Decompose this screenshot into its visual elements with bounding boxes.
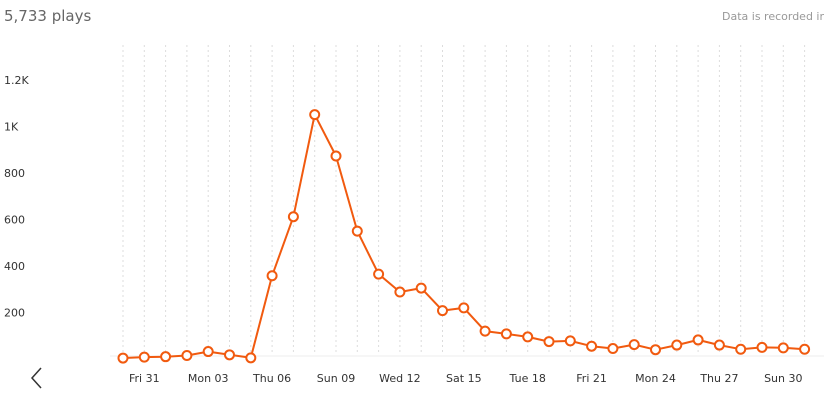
data-point [586,340,598,352]
data-point [309,109,321,121]
x-tick-label: Mon 24 [635,372,676,385]
data-point [373,268,385,280]
data-point [266,270,278,282]
data-point [713,339,725,351]
data-point [650,344,661,356]
data-point [224,349,235,361]
data-point [351,225,363,237]
data-point [394,286,406,298]
data-point [671,339,683,351]
grid-lines [110,45,824,357]
chevron-left-icon [30,367,42,389]
x-tick-label: Sat 15 [446,372,482,385]
y-tick-label: 600 [4,214,25,227]
data-point [202,346,214,358]
data-point [500,328,512,340]
series-points [117,109,811,364]
y-tick-label: 200 [4,307,25,320]
data-point [287,211,299,223]
y-tick-label: 1K [4,121,19,134]
data-point [799,343,811,355]
data-point [692,334,704,346]
data-point [245,352,257,364]
x-tick-label: Fri 31 [129,372,160,385]
data-point [437,305,448,317]
data-point [777,342,789,354]
data-point [735,343,747,355]
data-recorded-note: Data is recorded in [722,10,824,23]
data-point [181,350,193,362]
data-point [117,352,129,364]
x-tick-label: Thu 06 [252,372,291,385]
data-point [458,302,470,314]
x-tick-label: Sun 30 [764,372,802,385]
data-point [522,331,534,343]
data-point [628,339,640,351]
data-point [415,282,427,294]
x-axis: Fri 31 Mon 03 Thu 06 Sun 09 Wed 12 Sat 15 Tue … [129,372,803,385]
data-point [330,150,342,162]
data-point [479,325,491,337]
x-tick-label: Sun 09 [317,372,355,385]
data-point [607,343,619,355]
x-tick-label: Mon 03 [188,372,229,385]
x-tick-label: Thu 27 [699,372,738,385]
data-point [543,336,555,348]
y-tick-label: 800 [4,167,25,180]
x-tick-label: Fri 21 [576,372,607,385]
y-axis: 200 400 600 800 1K 1.2K [4,74,29,320]
data-point [564,335,576,347]
plays-count: 5,733 plays [4,7,92,25]
y-tick-label: 1.2K [4,74,29,87]
x-tick-label: Tue 18 [509,372,546,385]
data-point [138,351,150,363]
data-point [756,341,768,353]
previous-period-button[interactable] [28,364,48,392]
data-point [160,351,172,363]
y-tick-label: 400 [4,260,25,273]
x-tick-label: Wed 12 [379,372,420,385]
